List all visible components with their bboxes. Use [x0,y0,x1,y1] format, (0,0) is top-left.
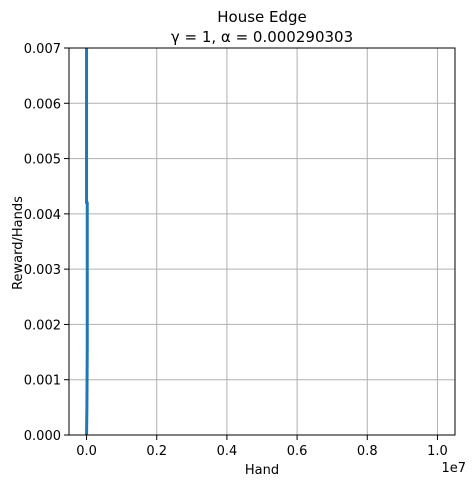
y-tick-label: 0.003 [24,263,61,278]
x-tick-label: 0.6 [287,444,308,459]
y-tick-label: 0.004 [24,208,61,223]
x-tick-label: 0.4 [217,444,238,459]
x-tick-label: 1.0 [427,444,448,459]
y-axis-label: Reward/Hands [11,196,26,290]
x-tick-label: 0.8 [357,444,378,459]
chart-title: House Edge [217,8,307,26]
chart-subtitle: γ = 1, α = 0.000290303 [171,28,353,46]
series-group [85,48,89,436]
y-tick-label: 0.002 [24,318,61,333]
x-tick-label: 0.0 [76,444,97,459]
y-tick-label: 0.000 [24,429,61,444]
y-tick-label: 0.001 [24,374,61,389]
x-axis: 0.0 0.2 0.4 0.6 0.8 1.0 [76,435,448,459]
y-tick-label: 0.007 [24,42,61,57]
y-tick-label: 0.006 [24,97,61,112]
x-axis-label: Hand [245,463,279,478]
plot-frame [68,47,456,436]
grid [69,47,455,436]
y-tick-label: 0.005 [24,153,61,168]
series-line-0 [85,48,89,436]
x-tick-label: 0.2 [146,444,167,459]
y-axis: 0.000 0.001 0.002 0.003 0.004 0.005 0.006 0.007 [24,42,69,444]
x-axis-offset-label: 1e7 [441,461,466,476]
